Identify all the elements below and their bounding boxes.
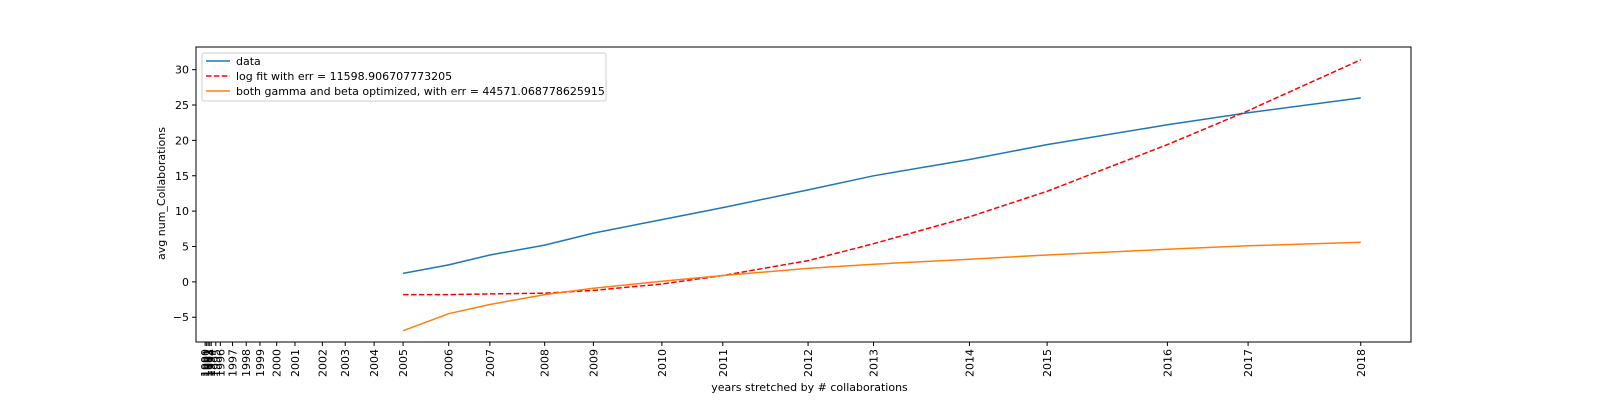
y-tick-label: 25	[175, 99, 189, 112]
y-tick-label: 5	[182, 240, 189, 253]
legend-label-2: log fit with err = 11598.906707773205	[236, 70, 452, 83]
y-tick-label: 0	[182, 276, 189, 289]
x-tick-label: 2009	[587, 349, 600, 377]
x-tick-label: 2008	[539, 349, 552, 377]
x-tick-label: 2012	[802, 349, 815, 377]
legend-label-3: both gamma and beta optimized, with err …	[236, 85, 605, 98]
x-tick-label: 2007	[484, 349, 497, 377]
x-tick-label: 1991	[201, 349, 214, 377]
y-tick-label: 15	[175, 170, 189, 183]
x-tick-label: 1998	[240, 349, 253, 377]
x-tick-label: 2005	[397, 349, 410, 377]
series-line-1	[402, 97, 1361, 275]
x-tick-label: 2013	[868, 349, 881, 377]
x-tick-label: 2000	[271, 349, 284, 377]
y-axis-label: avg num_Collaborations	[155, 127, 168, 260]
x-tick-label: 2003	[339, 349, 352, 377]
x-tick-label: 2001	[289, 349, 302, 377]
x-tick-label: 2006	[443, 349, 456, 377]
x-axis-label: years stretched by # collaborations	[711, 381, 908, 394]
axes-frame	[195, 46, 1412, 343]
x-tick-label: 1994	[205, 349, 218, 377]
x-tick-label: 1993	[204, 349, 217, 377]
x-tick-label: 1999	[254, 349, 267, 377]
y-tick-label: 30	[175, 64, 189, 77]
x-tick-label: 2010	[656, 349, 669, 377]
x-tick-label: 1996	[214, 349, 227, 377]
x-tick-label: 1997	[227, 349, 240, 377]
x-tick-label: 1995	[210, 349, 223, 377]
x-tick-label: 2002	[316, 349, 329, 377]
x-tick-label: 1990	[199, 349, 212, 377]
x-tick-label: 2015	[1041, 349, 1054, 377]
y-tick-label: −5	[173, 311, 189, 324]
x-tick-label: 2016	[1161, 349, 1174, 377]
y-tick-label: 10	[175, 205, 189, 218]
legend-label-1: data	[236, 55, 261, 68]
x-tick-label: 2017	[1242, 349, 1255, 377]
legend-box	[201, 52, 607, 102]
y-tick-label: 20	[175, 134, 189, 147]
series-layer	[402, 59, 1362, 332]
series-line-3	[402, 241, 1361, 332]
y-axis-ticks: −5 0 5 10 15 20 25 30	[173, 64, 196, 324]
series-line-2	[403, 59, 1362, 296]
x-tick-label: 2018	[1355, 349, 1368, 377]
x-tick-label: 2004	[368, 349, 381, 377]
x-tick-label: 2014	[963, 349, 976, 377]
legend: data log fit with err = 11598.90670777320…	[201, 52, 607, 102]
x-tick-label: 2011	[717, 349, 730, 377]
x-tick-label: 1992	[202, 349, 215, 377]
